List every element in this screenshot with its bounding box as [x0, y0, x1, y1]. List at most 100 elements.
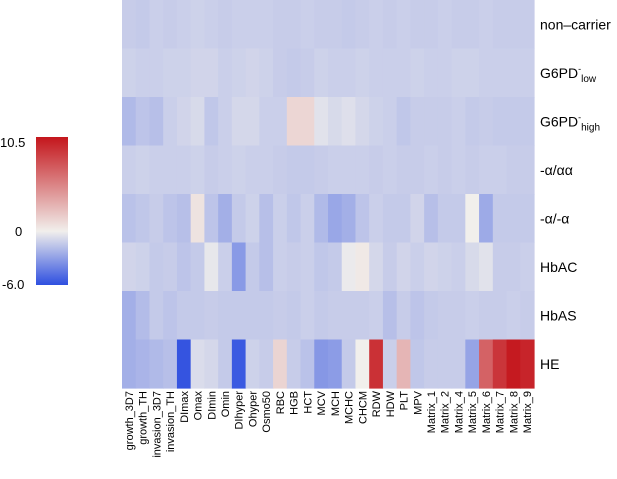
row-label: G6PD-low: [540, 64, 597, 85]
heatmap-cell: [245, 339, 260, 389]
heatmap-cell: [355, 291, 370, 341]
column-label: DIhyper: [234, 391, 246, 430]
heatmap-cell: [314, 194, 329, 244]
heatmap-cell: [163, 291, 178, 341]
heatmap-cell: [437, 291, 453, 341]
heatmap-cell: [424, 48, 439, 98]
heatmap-cell: [273, 242, 288, 292]
heatmap-cell: [286, 145, 302, 195]
heatmap-cell: [273, 339, 288, 389]
heatmap-cell: [245, 97, 260, 147]
heatmap-cell: [163, 145, 178, 195]
heatmap-cell: [382, 0, 398, 50]
column-label: MPV: [412, 390, 424, 415]
heatmap-cell: [506, 48, 521, 98]
column-label: Matrix_4: [453, 391, 465, 433]
heatmap-cell: [492, 242, 508, 292]
column-label: MCV: [316, 390, 328, 415]
heatmap-cell: [355, 97, 370, 147]
heatmap-cell: [479, 145, 494, 195]
heatmap-cell: [245, 145, 260, 195]
heatmap-cell: [355, 145, 370, 195]
heatmap-cell: [163, 48, 178, 98]
row-label: HbAS: [540, 307, 577, 323]
heatmap-cell: [410, 0, 425, 50]
heatmap-cell: [479, 97, 494, 147]
column-label: growth_TH: [138, 391, 150, 445]
heatmap-cell: [218, 242, 233, 292]
column-label: growth_3D7: [124, 391, 136, 450]
heatmap-cell: [506, 0, 521, 50]
heatmap-cell: [382, 291, 398, 341]
heatmap-cell: [369, 145, 384, 195]
heatmap-cell: [341, 291, 357, 341]
heatmap-cell: [286, 97, 302, 147]
heatmap-cell: [190, 339, 205, 389]
heatmap-cell: [410, 242, 425, 292]
heatmap-cell: [492, 194, 508, 244]
heatmap-cell: [204, 291, 219, 341]
heatmap-cell: [122, 194, 137, 244]
heatmap-cell: [382, 339, 398, 389]
heatmap-cell: [520, 48, 535, 98]
heatmap-cell: [300, 97, 315, 147]
heatmap-cell: [190, 242, 205, 292]
heatmap-cell: [382, 242, 398, 292]
heatmap-cell: [410, 291, 425, 341]
heatmap-cell: [273, 291, 288, 341]
heatmap-cell: [492, 0, 508, 50]
heatmap-cell: [176, 339, 192, 389]
heatmap-cell: [149, 145, 164, 195]
heatmap-cell: [231, 242, 247, 292]
heatmap-cell: [176, 0, 192, 50]
heatmap-cell: [190, 291, 205, 341]
heatmap-cell: [396, 48, 411, 98]
column-label: CHCM: [357, 391, 369, 424]
heatmap-cell: [382, 48, 398, 98]
heatmap-cell: [396, 194, 411, 244]
heatmap-cell: [410, 97, 425, 147]
heatmap-cell: [424, 291, 439, 341]
row-label: non–carrier: [540, 16, 611, 32]
heatmap-cell: [492, 97, 508, 147]
heatmap-cell: [410, 145, 425, 195]
column-label: Matrix_7: [495, 391, 507, 433]
heatmap-cell: [437, 242, 453, 292]
heatmap-cell: [190, 97, 205, 147]
heatmap-cell: [286, 48, 302, 98]
heatmap-cell: [465, 194, 480, 244]
heatmap-cell: [437, 48, 453, 98]
heatmap-cell: [204, 194, 219, 244]
heatmap-cell: [176, 48, 192, 98]
column-label: Matrix_5: [467, 391, 479, 433]
heatmap-cell: [437, 194, 453, 244]
heatmap-cell: [520, 194, 535, 244]
heatmap-cell: [382, 145, 398, 195]
heatmap-cell: [328, 0, 343, 50]
color-scale-max-label: 10.5: [0, 135, 25, 150]
heatmap-cell: [341, 48, 357, 98]
column-label: Osmo50: [261, 391, 273, 433]
heatmap-cell: [506, 242, 521, 292]
heatmap-cell: [341, 97, 357, 147]
column-label: RBC: [275, 391, 287, 414]
column-label: DImax: [179, 391, 191, 423]
heatmap-cell: [245, 194, 260, 244]
heatmap-cell: [424, 0, 439, 50]
heatmap-cell: [245, 242, 260, 292]
heatmap-cell: [314, 0, 329, 50]
row-labels: non–carrier G6PD-low G6PD-high -α/αα -α/-α Hb…: [540, 16, 611, 372]
heatmap-cell: [479, 339, 494, 389]
heatmap-cell: [520, 0, 535, 50]
heatmap-cell: [492, 48, 508, 98]
heatmap-cell: [451, 97, 466, 147]
heatmap-cell: [328, 242, 343, 292]
column-label: HDW: [385, 390, 397, 417]
heatmap-cell: [176, 145, 192, 195]
heatmap-cell: [355, 194, 370, 244]
heatmap-cell: [149, 242, 164, 292]
heatmap-cell: [451, 242, 466, 292]
heatmap-cell: [314, 145, 329, 195]
heatmap-cell: [437, 339, 453, 389]
heatmap-cell: [341, 0, 357, 50]
